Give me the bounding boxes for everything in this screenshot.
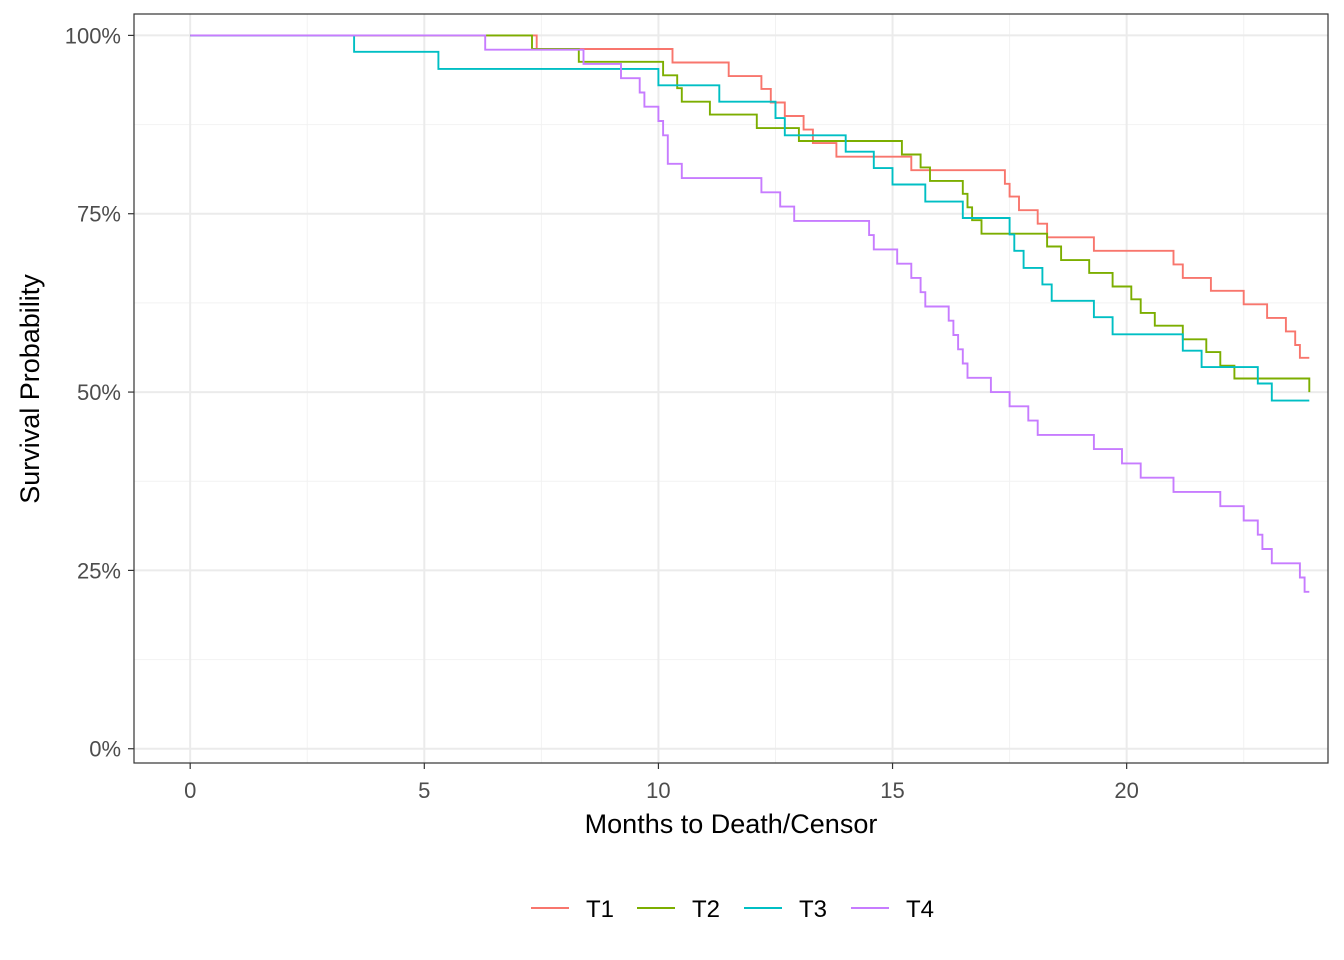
axis-layer: 0 5 10 15 20 0% 25% 50% 75% 100% (65, 23, 1139, 803)
legend-item-t1: T1 (531, 896, 614, 923)
legend: T1 T2 T3 T4 (531, 896, 934, 923)
y-tick-label: 0% (89, 737, 121, 762)
series-line-t2 (190, 34, 1311, 393)
x-tick-label: 5 (418, 778, 430, 803)
x-tick-label: 20 (1114, 778, 1138, 803)
grid-layer (134, 14, 1328, 763)
legend-item-t3: T3 (744, 896, 827, 923)
y-tick-label: 50% (77, 380, 121, 405)
x-tick-label: 0 (184, 778, 196, 803)
legend-label: T4 (906, 896, 934, 923)
x-axis-title: Months to Death/Censor (585, 809, 878, 839)
legend-label: T1 (586, 896, 614, 923)
y-tick-label: 100% (65, 23, 121, 48)
series-line-t4 (190, 34, 1310, 593)
series-line-t1 (190, 34, 1310, 359)
panel-border (133, 13, 1329, 764)
legend-item-t4: T4 (851, 896, 934, 923)
y-tick-label: 75% (77, 202, 121, 227)
y-axis-title: Survival Probability (15, 274, 45, 504)
series-line-t3 (190, 34, 1310, 402)
legend-label: T2 (692, 896, 720, 923)
x-tick-label: 10 (646, 778, 670, 803)
legend-label: T3 (799, 896, 827, 923)
series-layer (190, 34, 1311, 593)
x-tick-label: 15 (880, 778, 904, 803)
y-tick-label: 25% (77, 558, 121, 583)
legend-item-t2: T2 (637, 896, 720, 923)
